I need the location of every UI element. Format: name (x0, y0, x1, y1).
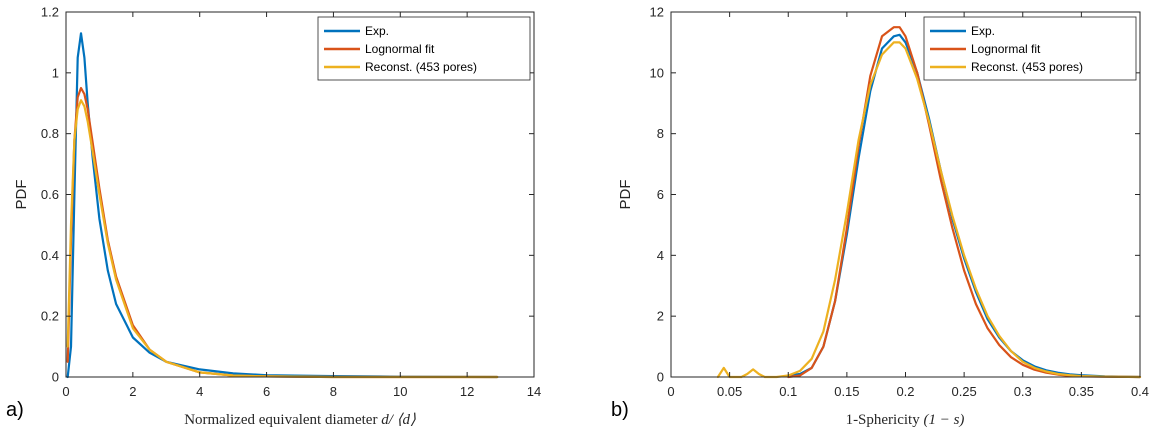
y-tick-label-b: 4 (657, 248, 664, 263)
y-tick-label-a: 0.4 (41, 248, 59, 263)
legend-label-exp-b: Exp. (971, 24, 995, 38)
y-tick-label-a: 1 (52, 65, 59, 80)
legend-label-lognormal-a: Lognormal fit (365, 42, 435, 56)
x-tick-label-a: 2 (129, 384, 136, 399)
legend-label-reconst-a: Reconst. (453 pores) (365, 60, 477, 74)
x-tick-label-b: 0.35 (1069, 384, 1094, 399)
x-tick-label-a: 6 (263, 384, 270, 399)
series-line-exp-a (66, 32, 499, 379)
y-tick-label-a: 0.8 (41, 126, 59, 141)
y-tick-label-a: 0.6 (41, 187, 59, 202)
y-tick-label-a: 0 (52, 370, 59, 385)
panel-label-b: b) (611, 399, 629, 421)
legend-label-exp-a: Exp. (365, 24, 389, 38)
x-tick-label-a: 8 (330, 384, 337, 399)
y-tick-label-a: 0.2 (41, 309, 59, 324)
y-tick-label-b: 0 (657, 370, 664, 385)
x-tick-label-b: 0.1 (779, 384, 797, 399)
x-tick-label-b: 0.25 (951, 384, 976, 399)
x-tick-label-a: 0 (62, 384, 69, 399)
x-tick-label-b: 0.15 (834, 384, 859, 399)
series-line-reconst-b (716, 41, 1142, 379)
plot-a-series (66, 32, 499, 379)
panel-label-a: a) (6, 399, 24, 421)
y-tick-label-b: 10 (650, 65, 664, 80)
plot-b-series (716, 26, 1142, 379)
x-tick-label-a: 4 (196, 384, 203, 399)
legend-a: Exp. Lognormal fit Reconst. (453 pores) (317, 16, 531, 81)
axes-box-a (65, 11, 535, 378)
y-tick-label-b: 2 (657, 309, 664, 324)
x-tick-label-b: 0.2 (896, 384, 914, 399)
y-tick-label-b: 6 (657, 187, 664, 202)
x-tick-label-a: 14 (527, 384, 541, 399)
series-line-reconst-a (66, 99, 499, 379)
axes-box-b (670, 11, 1141, 378)
xlabel-a: Normalized equivalent diameter d/ ⟨d⟩ (184, 412, 416, 428)
panel-a: 0 2 4 6 8 10 12 14 0 0.2 0.4 0.6 0.8 1 1.2 PDF Normali… (6, 5, 541, 429)
y-tick-label-b: 12 (650, 5, 664, 20)
axis-ticks-a: 0 2 4 6 8 10 12 14 0 0.2 0.4 0.6 0.8 1 1.2 (41, 5, 541, 400)
x-tick-label-a: 12 (460, 384, 474, 399)
legend-b: Exp. Lognormal fit Reconst. (453 pores) (923, 16, 1137, 81)
y-tick-label-a: 1.2 (41, 5, 59, 20)
x-tick-label-b: 0.05 (717, 384, 742, 399)
xlabel-b: 1-Sphericity (1 − s) (846, 412, 965, 428)
legend-label-lognormal-b: Lognormal fit (971, 42, 1041, 56)
axis-ticks-b: 0 0.05 0.1 0.15 0.2 0.25 0.3 0.35 0.4 0 2 4 6 8 10 12 (650, 5, 1150, 400)
x-tick-label-b: 0 (667, 384, 674, 399)
y-tick-label-b: 8 (657, 126, 664, 141)
x-tick-label-b: 0.4 (1131, 384, 1149, 399)
legend-label-reconst-b: Reconst. (453 pores) (971, 60, 1083, 74)
x-tick-label-b: 0.3 (1014, 384, 1032, 399)
ylabel-b: PDF (617, 180, 634, 210)
panel-b: 0 0.05 0.1 0.15 0.2 0.25 0.3 0.35 0.4 0 2 4 6 8 10 12 P… (611, 5, 1149, 429)
x-tick-label-a: 10 (393, 384, 407, 399)
ylabel-a: PDF (13, 180, 30, 210)
